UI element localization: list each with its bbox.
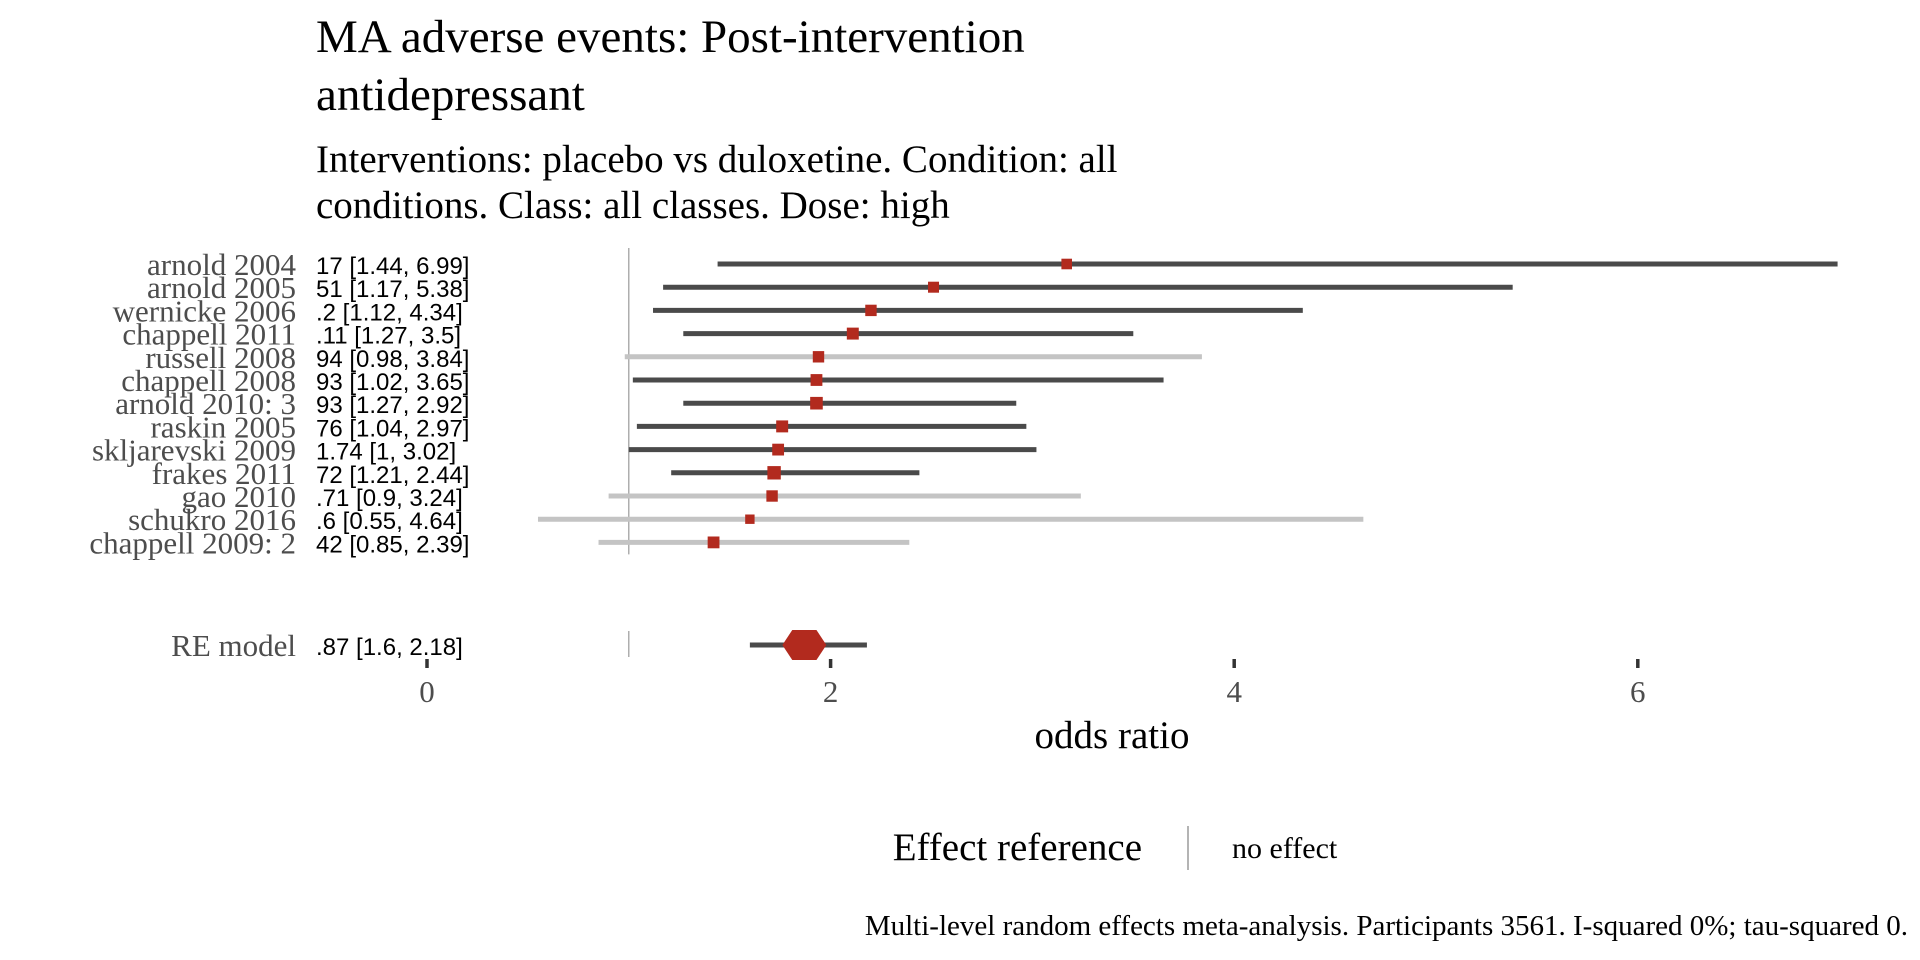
study-estimate-label: 51 [1.17, 5.38] bbox=[316, 276, 469, 303]
x-axis-tick-label: 4 bbox=[1226, 674, 1242, 709]
study-row: arnold 2010: 3 93 [1.27, 2.92] bbox=[115, 386, 1017, 421]
study-name: chappell 2008 bbox=[121, 363, 296, 398]
chart-subtitle-line-2: conditions. Class: all classes. Dose: hi… bbox=[316, 184, 950, 227]
study-estimate-label: .71 [0.9, 3.24] bbox=[316, 485, 463, 512]
study-point-estimate bbox=[865, 304, 877, 317]
study-point-estimate bbox=[776, 420, 789, 433]
study-estimate-label: 1.74 [1, 3.02] bbox=[316, 439, 456, 466]
study-row: frakes 2011 72 [1.21, 2.44] bbox=[152, 456, 920, 491]
legend-title: Effect reference bbox=[893, 826, 1142, 869]
study-estimate-label: 94 [0.98, 3.84] bbox=[316, 346, 469, 373]
study-row: raskin 2005 76 [1.04, 2.97] bbox=[150, 409, 1027, 444]
study-row: chappell 2008 93 [1.02, 3.65] bbox=[121, 363, 1164, 398]
study-name: frakes 2011 bbox=[152, 456, 296, 491]
summary-name: RE model bbox=[171, 628, 296, 663]
x-axis-label: odds ratio bbox=[1035, 714, 1190, 757]
study-point-estimate bbox=[812, 351, 825, 363]
study-name: chappell 2009: 2 bbox=[89, 525, 296, 560]
study-row: schukro 2016 .6 [0.55, 4.64] bbox=[128, 502, 1364, 537]
study-row: chappell 2011 .11 [1.27, 3.5] bbox=[122, 317, 1134, 352]
chart-caption: Multi-level random effects meta-analysis… bbox=[865, 910, 1908, 942]
study-row: arnold 2004 17 [1.44, 6.99] bbox=[147, 247, 1838, 282]
study-name: arnold 2010: 3 bbox=[115, 386, 296, 421]
x-axis-tick-label: 2 bbox=[823, 674, 839, 709]
x-axis-tick-label: 6 bbox=[1630, 674, 1646, 709]
study-row: arnold 2005 51 [1.17, 5.38] bbox=[147, 270, 1513, 305]
study-point-estimate bbox=[810, 374, 823, 386]
study-name: gao 2010 bbox=[181, 479, 296, 514]
x-axis-tick-label: 0 bbox=[419, 674, 435, 709]
study-estimate-label: 72 [1.21, 2.44] bbox=[316, 462, 469, 489]
study-estimate-label: 93 [1.27, 2.92] bbox=[316, 392, 469, 419]
study-point-estimate bbox=[846, 327, 859, 340]
study-point-estimate bbox=[745, 514, 755, 524]
study-estimate-label: .6 [0.55, 4.64] bbox=[316, 508, 463, 535]
study-point-estimate bbox=[767, 466, 781, 480]
study-row: wernicke 2006 .2 [1.12, 4.34] bbox=[113, 293, 1303, 328]
study-point-estimate bbox=[1061, 258, 1073, 270]
study-row: russell 2008 94 [0.98, 3.84] bbox=[145, 340, 1202, 375]
study-name: wernicke 2006 bbox=[113, 293, 296, 328]
chart-title-line-1: MA adverse events: Post-intervention bbox=[316, 11, 1025, 63]
chart-subtitle-line-1: Interventions: placebo vs duloxetine. Co… bbox=[316, 138, 1118, 181]
study-name: raskin 2005 bbox=[150, 409, 296, 444]
study-estimate-label: 17 [1.44, 6.99] bbox=[316, 253, 469, 280]
study-name: arnold 2004 bbox=[147, 247, 296, 282]
study-name: skljarevski 2009 bbox=[92, 433, 296, 468]
legend: Effect reference no effect bbox=[893, 826, 1338, 870]
study-point-estimate bbox=[766, 490, 778, 502]
study-point-estimate bbox=[928, 281, 940, 293]
study-estimate-label: 42 [0.85, 2.39] bbox=[316, 531, 469, 558]
study-estimate-label: .2 [1.12, 4.34] bbox=[316, 299, 463, 326]
study-point-estimate bbox=[810, 396, 823, 410]
study-name: schukro 2016 bbox=[128, 502, 296, 537]
study-row: chappell 2009: 2 42 [0.85, 2.39] bbox=[89, 525, 910, 560]
study-estimate-label: .11 [1.27, 3.5] bbox=[316, 323, 461, 350]
study-point-estimate bbox=[707, 536, 720, 549]
chart-title-line-2: antidepressant bbox=[316, 69, 585, 121]
study-estimate-label: 76 [1.04, 2.97] bbox=[316, 415, 469, 442]
study-name: arnold 2005 bbox=[147, 270, 296, 305]
study-row: gao 2010 .71 [0.9, 3.24] bbox=[181, 479, 1081, 514]
study-name: chappell 2011 bbox=[122, 317, 296, 352]
study-estimate-label: 93 [1.02, 3.65] bbox=[316, 369, 469, 396]
summary-estimate-label: .87 [1.6, 2.18] bbox=[316, 634, 463, 661]
summary-diamond bbox=[782, 630, 827, 660]
study-row: skljarevski 2009 1.74 [1, 3.02] bbox=[92, 433, 1037, 468]
legend-label: no effect bbox=[1232, 832, 1338, 865]
study-point-estimate bbox=[772, 443, 785, 456]
study-name: russell 2008 bbox=[145, 340, 296, 375]
